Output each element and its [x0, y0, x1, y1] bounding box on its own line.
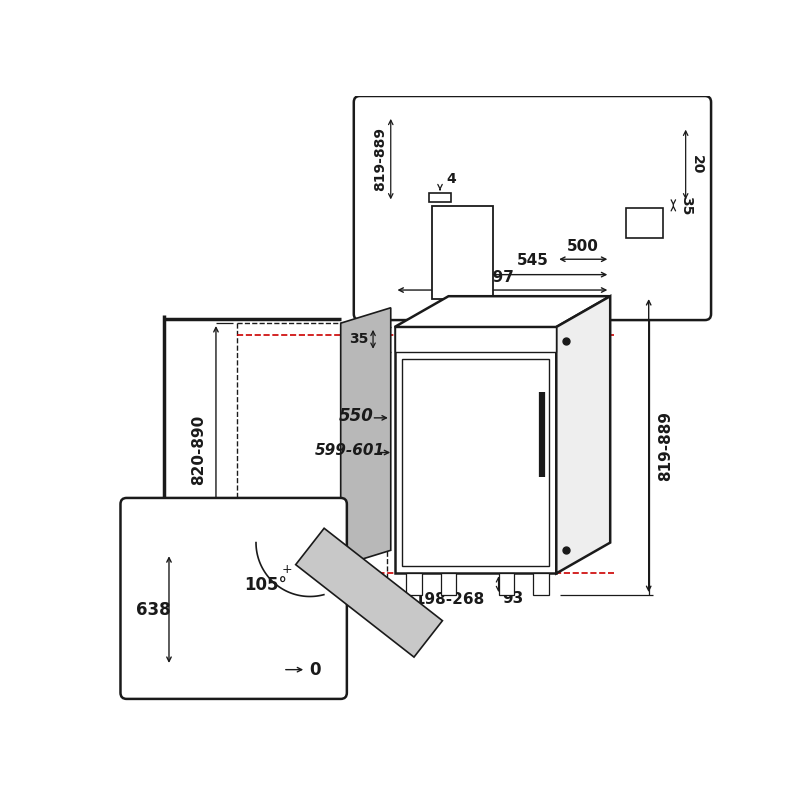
Text: 0: 0	[310, 661, 321, 678]
Text: 35: 35	[678, 196, 693, 215]
FancyBboxPatch shape	[354, 96, 711, 320]
Bar	[498, 574, 514, 595]
Bar	[534, 574, 549, 595]
Text: 545: 545	[518, 254, 549, 268]
Bar	[431, 206, 493, 298]
Bar	[441, 574, 456, 595]
Text: 198-268: 198-268	[414, 592, 484, 607]
Text: 550: 550	[338, 406, 374, 425]
Text: +: +	[282, 563, 292, 576]
Text: 819-889: 819-889	[658, 410, 673, 481]
Bar	[626, 209, 662, 238]
Polygon shape	[556, 296, 610, 574]
Text: 599-601: 599-601	[315, 442, 385, 458]
Bar	[394, 327, 556, 574]
Text: 820-890: 820-890	[191, 415, 206, 486]
Text: 500: 500	[567, 239, 599, 254]
Bar	[430, 193, 451, 202]
FancyBboxPatch shape	[121, 498, 347, 699]
Text: 819-889: 819-889	[373, 127, 387, 191]
Bar	[402, 359, 549, 566]
Polygon shape	[394, 296, 610, 327]
Text: 4: 4	[446, 172, 456, 186]
Text: 35: 35	[350, 332, 369, 346]
Text: 105°: 105°	[244, 576, 286, 594]
Text: 638: 638	[136, 601, 171, 618]
Bar	[394, 327, 556, 352]
Bar	[296, 528, 442, 657]
Text: 20: 20	[690, 155, 703, 174]
Bar	[406, 574, 422, 595]
Text: 597: 597	[482, 270, 514, 286]
Polygon shape	[341, 308, 390, 566]
Text: 93: 93	[502, 590, 523, 606]
